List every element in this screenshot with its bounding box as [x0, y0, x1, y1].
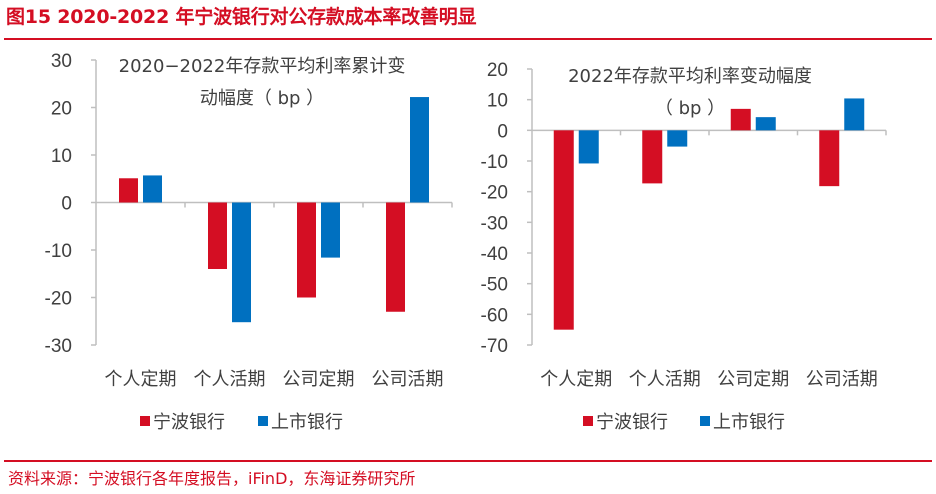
y-tick-label: -10	[481, 152, 508, 173]
y-tick-label: 20	[51, 99, 72, 120]
y-tick-label: 0	[61, 194, 72, 215]
y-tick-label: -70	[481, 336, 508, 357]
y-tick-label: 20	[487, 60, 508, 81]
legend-swatch	[583, 416, 593, 426]
left-bar-chart: 30 20 10 0 -10 -20 -30 个人定期 个人活期 公司定期 公司活期 2020−202…	[45, 51, 453, 433]
y-tick-label: -30	[45, 336, 72, 357]
legend-swatch	[258, 416, 268, 426]
y-tick-label: -10	[45, 241, 72, 262]
bar-listed	[143, 175, 162, 203]
y-tick-label: 10	[51, 146, 72, 167]
category-label: 公司活期	[806, 369, 878, 390]
bar-ningbo	[819, 130, 840, 187]
chart-title: 动幅度（ bp ）	[200, 88, 324, 109]
y-tick-label: -60	[481, 305, 508, 326]
figure-title: 图15 2020-2022 年宁波银行对公存款成本率改善明显	[6, 6, 477, 28]
y-tick-label: -50	[481, 275, 508, 296]
category-label: 公司定期	[283, 369, 355, 390]
bar-ningbo	[553, 130, 574, 330]
y-tick-label: -40	[481, 244, 508, 265]
category-label: 公司定期	[717, 369, 789, 390]
legend-swatch	[700, 416, 710, 426]
legend-label: 上市银行	[271, 412, 343, 433]
category-label: 公司活期	[372, 369, 444, 390]
bar-ningbo	[297, 202, 316, 298]
category-label: 个人定期	[105, 369, 177, 390]
bar-ningbo	[730, 108, 751, 131]
y-tick-label: -30	[481, 213, 508, 234]
y-tick-label: 30	[51, 51, 72, 72]
legend-label: 宁波银行	[596, 412, 668, 433]
bar-listed	[755, 117, 776, 131]
source-divider	[4, 460, 932, 462]
y-tick-label: 10	[487, 91, 508, 112]
bar-listed	[321, 202, 340, 258]
bar-ningbo	[208, 202, 227, 269]
bar-listed	[410, 97, 429, 203]
bar-listed	[844, 98, 865, 131]
bar-ningbo	[642, 130, 663, 184]
bar-listed	[667, 130, 688, 147]
bar-listed	[232, 202, 251, 323]
chart-title: 2020−2022年存款平均利率累计变	[119, 56, 406, 77]
chart-title: 2022年存款平均利率变动幅度	[568, 66, 812, 87]
bar-ningbo	[386, 202, 405, 312]
y-tick-label: 0	[497, 121, 508, 142]
y-tick-label: -20	[45, 289, 72, 310]
category-label: 个人活期	[629, 369, 701, 390]
legend-label: 上市银行	[713, 412, 785, 433]
category-label: 个人活期	[194, 369, 266, 390]
category-label: 个人定期	[540, 369, 612, 390]
legend-label: 宁波银行	[153, 412, 225, 433]
bar-listed	[578, 130, 599, 164]
bar-ningbo	[119, 178, 138, 203]
y-tick-label: -20	[481, 183, 508, 204]
legend-swatch	[140, 416, 150, 426]
chart-title: （ bp ）	[655, 98, 725, 119]
title-divider	[4, 38, 932, 40]
source-note: 资料来源：宁波银行各年度报告，iFinD，东海证券研究所	[8, 469, 416, 488]
